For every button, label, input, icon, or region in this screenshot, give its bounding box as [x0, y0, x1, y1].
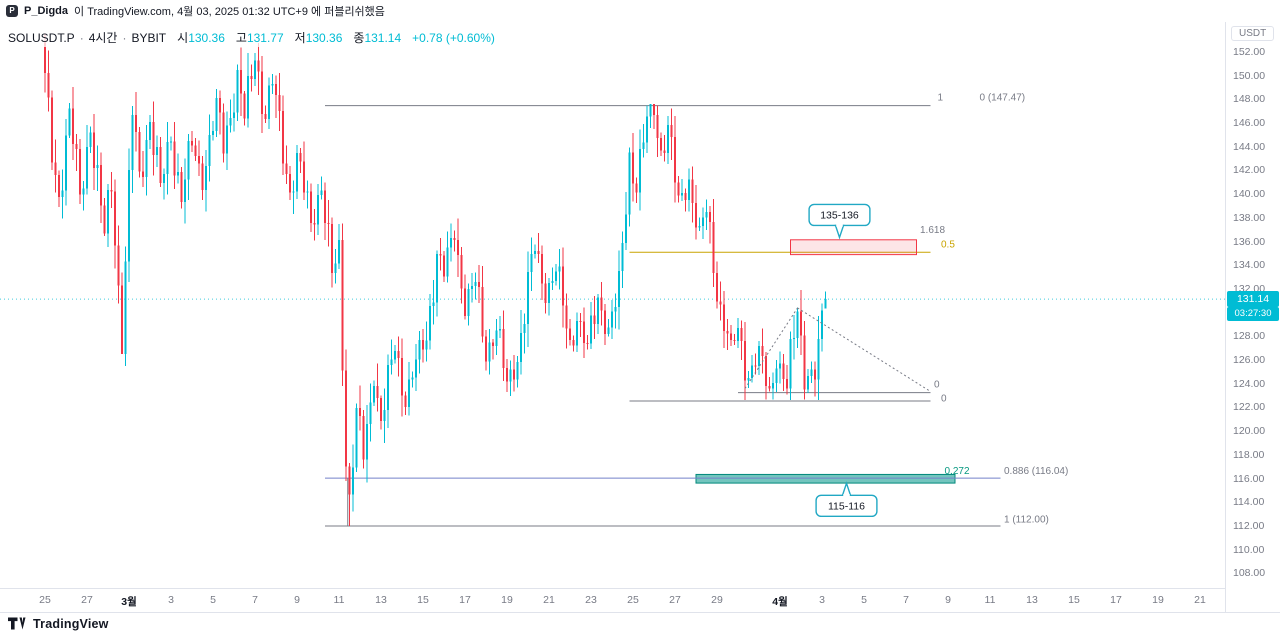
time-tick: 15: [1068, 594, 1080, 606]
price-tick: 144.00: [1233, 140, 1266, 153]
price-tick: 108.00: [1233, 567, 1266, 580]
time-tick: 13: [1026, 594, 1038, 606]
time-tick: 25: [39, 594, 51, 606]
low-value: 130.36: [305, 31, 343, 45]
candlestick-series[interactable]: [43, 34, 827, 526]
high-label: 고: [235, 31, 247, 45]
supply-zone-box[interactable]: [790, 239, 917, 256]
fib-label: 0.886 (116.04): [1004, 466, 1068, 477]
footer-bar: TradingView: [0, 612, 1280, 634]
time-tick: 7: [252, 594, 258, 606]
currency-label[interactable]: USDT: [1231, 26, 1275, 41]
price-tick: 114.00: [1233, 496, 1265, 509]
time-tick: 27: [669, 594, 681, 606]
price-tick: 120.00: [1233, 425, 1266, 438]
time-tick: 17: [459, 594, 471, 606]
price-tick: 110.00: [1233, 543, 1265, 556]
time-tick: 4월: [772, 596, 788, 608]
fib-label: 1 (112.00): [1004, 514, 1049, 525]
change-value: +0.78 (+0.60%): [412, 30, 495, 45]
time-tick: 19: [1152, 594, 1164, 606]
price-tick: 134.00: [1233, 259, 1266, 272]
time-tick: 9: [294, 594, 300, 606]
low-label: 저: [294, 31, 306, 45]
price-tick: 146.00: [1233, 117, 1266, 130]
time-tick: 3월: [121, 596, 137, 608]
fib-label: 1.618: [920, 225, 945, 236]
time-tick: 3: [168, 594, 174, 606]
open-label: 시: [177, 31, 189, 45]
price-chart[interactable]: 1 0 (147.47) 1.618 0.5 00 0.272 0.886 (116.04)…: [0, 22, 1225, 588]
demand-zone-box[interactable]: [695, 473, 956, 484]
price-tick: 148.00: [1233, 93, 1266, 106]
time-axis[interactable]: 25 27 3월 3 5 7 9 11 13 15 17 19 21 23 25 27 29 4월 3 5 7 9 11 13…: [0, 588, 1225, 612]
publisher-name[interactable]: P_Digda: [24, 5, 69, 17]
time-tick: 9: [945, 594, 951, 606]
fib-label: 0 (147.47): [980, 93, 1026, 104]
fib-label: 0: [941, 394, 947, 405]
brand-wordmark[interactable]: TradingView: [33, 616, 109, 631]
svg-text:115-116: 115-116: [828, 500, 865, 512]
close-value: 131.14: [364, 31, 402, 45]
fib-label: 0.5: [941, 239, 955, 250]
time-tick: 5: [210, 594, 216, 606]
time-tick: 25: [627, 594, 639, 606]
price-tick: 116.00: [1233, 472, 1265, 485]
time-tick: 11: [984, 594, 996, 606]
publisher-bar: P P_Digda 이 TradingView.com, 4월 03, 2025…: [0, 0, 1280, 22]
price-tick: 140.00: [1233, 188, 1266, 201]
bar-countdown-badge: 03:27:30: [1227, 307, 1279, 322]
price-tick: 142.00: [1233, 164, 1266, 177]
time-tick: 29: [711, 594, 723, 606]
trend-dotted-line[interactable]: [797, 307, 931, 392]
svg-text:135-136: 135-136: [820, 209, 859, 221]
time-tick: 17: [1110, 594, 1122, 606]
published-text: 이 TradingView.com, 4월 03, 2025 01:32 UTC…: [74, 6, 385, 18]
time-tick: 19: [501, 594, 513, 606]
time-tick: 3: [819, 594, 825, 606]
time-tick: 21: [1194, 594, 1206, 606]
price-tick: 112.00: [1233, 519, 1265, 532]
time-tick: 23: [585, 594, 597, 606]
time-tick: 11: [333, 594, 345, 606]
exchange-label[interactable]: BYBIT: [131, 30, 167, 45]
time-tick: 5: [861, 594, 867, 606]
callout-115-116[interactable]: 115-116: [815, 481, 878, 518]
price-tick: 118.00: [1233, 448, 1265, 461]
last-price-badge: 131.14: [1227, 291, 1279, 308]
time-tick: 15: [417, 594, 429, 606]
time-tick: 13: [375, 594, 387, 606]
symbol-title[interactable]: SOLUSDT.P: [8, 30, 75, 45]
legend-separator: ·: [122, 30, 127, 45]
fib-label: 0.272: [945, 466, 970, 477]
price-tick: 128.00: [1233, 330, 1266, 343]
fib-label: 1: [938, 93, 944, 104]
high-value: 131.77: [246, 31, 284, 45]
chart-area[interactable]: 1 0 (147.47) 1.618 0.5 0 0 0.272 0.886 (116.04)…: [0, 22, 1225, 588]
price-tick: 126.00: [1233, 354, 1266, 367]
fib-label: 0: [934, 379, 940, 390]
close-label: 종: [353, 31, 365, 45]
price-tick: 138.00: [1233, 211, 1266, 224]
time-tick: 21: [543, 594, 555, 606]
price-tick: 150.00: [1233, 69, 1266, 82]
tradingview-logo[interactable]: [8, 616, 28, 631]
timeframe-label[interactable]: 4시간: [88, 31, 118, 45]
open-value: 130.36: [188, 31, 225, 45]
callout-135-136[interactable]: 135-136: [808, 203, 871, 240]
symbol-legend: SOLUSDT.P · 4시간 · BYBIT 시130.36 고131.77 …: [8, 28, 499, 47]
legend-separator: ·: [79, 30, 84, 45]
publisher-avatar[interactable]: P: [6, 5, 18, 17]
price-tick: 122.00: [1233, 401, 1266, 414]
price-axis[interactable]: USDT 152.00 150.00 148.00 146.00 144.00 142.0…: [1225, 22, 1280, 612]
price-tick: 136.00: [1233, 235, 1266, 248]
time-tick: 7: [903, 594, 909, 606]
time-tick: 27: [81, 594, 93, 606]
price-tick: 152.00: [1233, 45, 1266, 58]
price-tick: 124.00: [1233, 377, 1266, 390]
